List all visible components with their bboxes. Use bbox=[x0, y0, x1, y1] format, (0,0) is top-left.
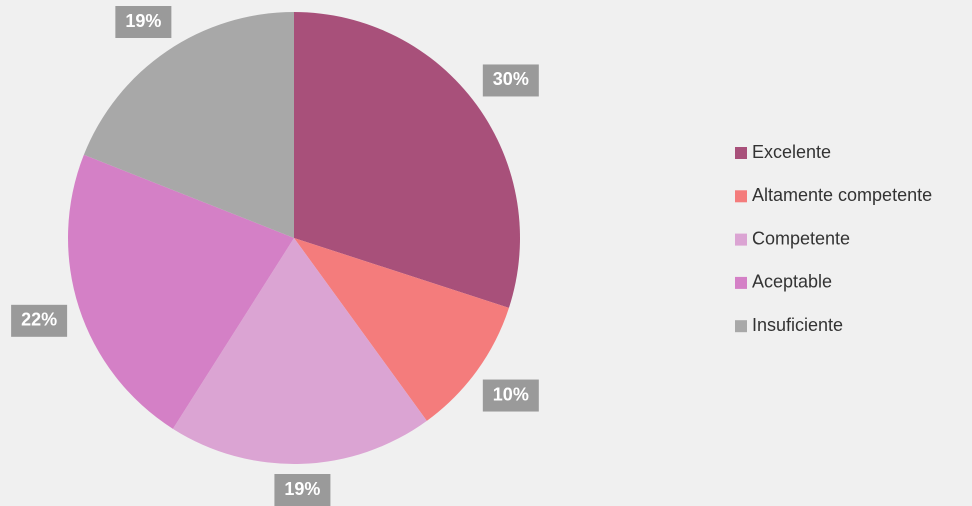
label-box bbox=[482, 379, 539, 412]
legend-swatch bbox=[735, 233, 747, 246]
legend-label: Aceptable bbox=[752, 272, 832, 292]
data-label: 19% bbox=[125, 11, 161, 31]
pie-slice bbox=[172, 238, 427, 464]
label-box bbox=[115, 6, 172, 38]
legend-swatch bbox=[735, 147, 747, 159]
pie-slice bbox=[68, 154, 294, 429]
label-box bbox=[482, 64, 539, 97]
data-label: 30% bbox=[493, 69, 529, 89]
legend-label: Competente bbox=[752, 228, 850, 248]
pie-slice bbox=[294, 238, 509, 421]
pie-slice bbox=[83, 12, 294, 238]
data-label: 10% bbox=[493, 384, 529, 404]
label-box bbox=[11, 304, 68, 337]
legend-label: Excelente bbox=[752, 142, 831, 162]
data-label: 19% bbox=[284, 479, 320, 499]
legend-swatch bbox=[735, 276, 747, 289]
legend-swatch bbox=[735, 190, 747, 203]
label-box bbox=[274, 474, 331, 506]
legend-label: Altamente competente bbox=[752, 185, 932, 205]
pie-slice bbox=[294, 12, 520, 308]
data-label: 22% bbox=[21, 310, 57, 330]
legend-swatch bbox=[735, 320, 747, 333]
legend-label: Insuficiente bbox=[752, 315, 843, 335]
